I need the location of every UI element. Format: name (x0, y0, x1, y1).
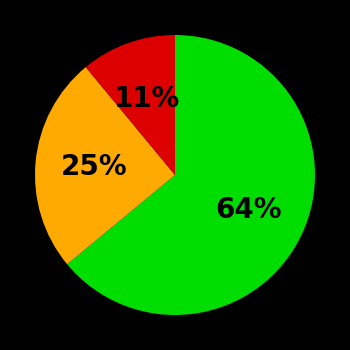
Text: 64%: 64% (215, 196, 282, 224)
Wedge shape (35, 67, 175, 264)
Wedge shape (67, 35, 315, 315)
Text: 11%: 11% (114, 85, 181, 113)
Text: 25%: 25% (61, 153, 127, 181)
Wedge shape (86, 35, 175, 175)
